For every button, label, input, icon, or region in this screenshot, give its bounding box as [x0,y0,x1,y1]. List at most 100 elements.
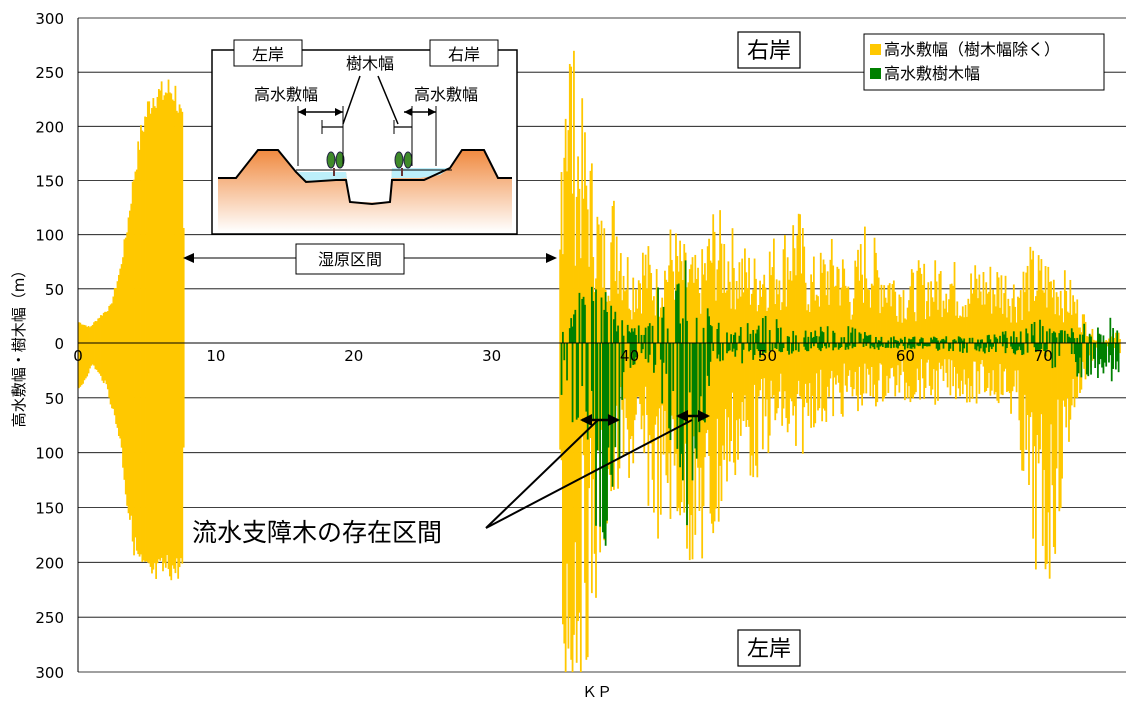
tree-width-bar [781,343,784,352]
floodplain-width-bar [108,305,111,343]
floodplain-width-bar [608,343,611,475]
tree-width-bar [733,343,735,349]
floodplain-width-bar [760,343,763,379]
floodplain-width-bar [578,343,581,613]
floodplain-width-bar [731,228,734,343]
floodplain-width-bar [949,343,952,396]
floodplain-width-bar [626,343,629,430]
floodplain-width-bar [797,213,800,343]
floodplain-width-bar [662,343,665,455]
floodplain-width-bar [894,291,897,343]
floodplain-width-bar [724,343,727,410]
floodplain-width-bar [710,343,713,524]
floodplain-width-bar [761,343,764,450]
floodplain-width-bar [1066,343,1069,399]
floodplain-width-bar [628,308,630,343]
floodplain-width-bar [177,112,180,343]
floodplain-width-bar [744,343,746,396]
floodplain-width-bar [1030,343,1033,413]
tree-width-bar [895,340,898,343]
floodplain-width-bar [124,237,127,343]
floodplain-width-bar [850,319,852,343]
floodplain-width-bar [963,317,966,343]
tree-width-bar [880,336,883,343]
floodplain-width-bar [149,113,152,343]
floodplain-width-bar [779,310,782,343]
tree-width-bar [1025,328,1028,343]
floodplain-width-bar [127,217,130,343]
floodplain-width-bar [1028,343,1030,485]
x-tick-label: 30 [482,347,501,365]
floodplain-width-bar [995,343,997,393]
floodplain-width-bar [127,343,130,514]
tree-width-bar [1098,333,1101,343]
tree-width-bar [833,332,836,343]
floodplain-width-bar [891,284,894,343]
wetland-section-label: 湿原区間 [318,250,382,269]
floodplain-width-bar [1040,259,1043,343]
floodplain-width-bar [155,107,157,344]
floodplain-width-bar [87,325,90,343]
floodplain-width-bar [756,343,759,478]
tree-width-bar [988,343,990,353]
floodplain-width-bar [611,206,614,343]
tree-width-bar [840,337,843,343]
floodplain-width-bar [727,343,730,418]
floodplain-width-bar [687,343,690,505]
floodplain-width-bar [855,343,858,396]
tree-width-bar [1088,333,1091,343]
floodplain-width-bar [997,343,1000,404]
floodplain-width-bar [888,343,891,379]
tree-width-bar [1090,343,1092,375]
floodplain-width-bar [737,298,739,343]
floodplain-width-bar [79,322,82,343]
tree-width-bar [710,326,713,343]
floodplain-width-bar [938,343,941,363]
tree-width-bar [971,337,974,343]
floodplain-width-bar [750,293,753,343]
floodplain-width-bar [1036,343,1039,435]
floodplain-width-bar [173,343,175,569]
tree-width-bar [1114,343,1117,370]
floodplain-width-bar [624,343,626,398]
tree-width-bar [1004,343,1007,354]
floodplain-width-bar [1015,343,1018,393]
tree-width-bar [668,343,670,429]
tree-width-bar [916,343,919,346]
floodplain-width-bar [912,343,915,399]
floodplain-width-bar [799,343,801,397]
floodplain-width-bar [79,343,82,387]
floodplain-width-bar [600,220,603,343]
tree-width-bar [621,320,624,343]
floodplain-width-bar [1001,343,1004,396]
floodplain-width-bar [166,343,169,556]
floodplain-width-bar [734,309,737,343]
floodplain-width-bar [566,171,568,343]
tree-width-bar [979,339,982,343]
floodplain-width-bar [818,343,821,409]
arrow-left-icon [183,253,194,263]
tree-width-bar [978,343,981,352]
floodplain-width-bar [786,343,789,433]
tree-width-bar [983,343,986,354]
tree-width-bar [699,343,702,397]
floodplain-width-bar [864,226,866,343]
floodplain-width-bar [625,289,628,343]
floodplain-width-bar [643,343,646,453]
floodplain-width-bar [628,343,630,478]
tree-width-bar [756,329,759,343]
floodplain-width-bar [952,285,955,343]
floodplain-width-bar [931,343,934,390]
tree-width-bar [775,343,778,350]
floodplain-width-bar [178,104,181,343]
tree-width-bar [790,343,793,354]
floodplain-width-bar [899,343,902,376]
floodplain-width-bar [585,343,588,660]
floodplain-width-bar [573,50,575,343]
floodplain-width-bar [782,249,785,343]
floodplain-width-bar [921,285,924,343]
floodplain-width-bar [757,343,760,397]
floodplain-width-bar [745,272,748,343]
inset-tree-width: 樹木幅 [346,54,394,73]
floodplain-width-bar [573,343,575,635]
